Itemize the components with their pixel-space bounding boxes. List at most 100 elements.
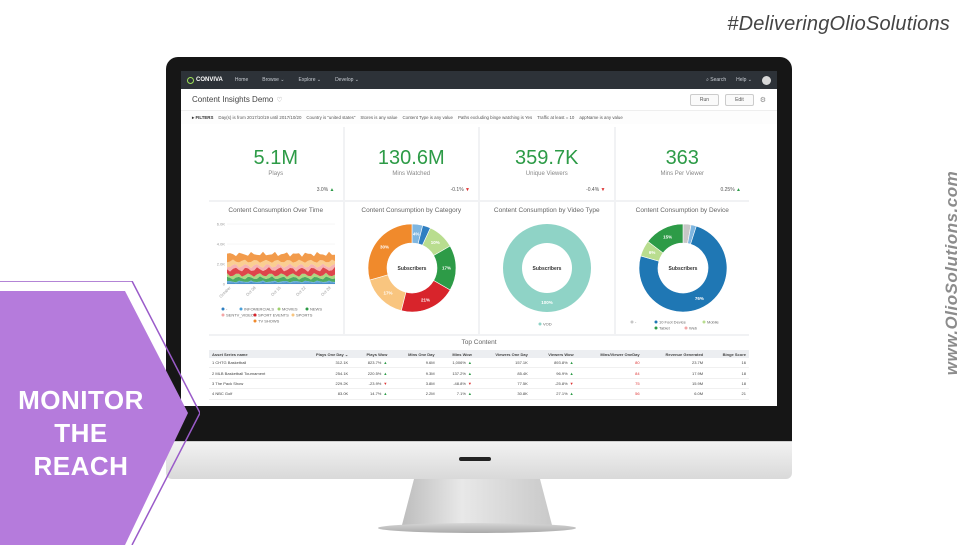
chart-title: Content Consumption Over Time	[228, 207, 324, 214]
filters-label[interactable]: ▸ FILTERS	[192, 114, 214, 120]
table-cell: 254.1K	[295, 367, 352, 379]
table-cell: 75	[576, 378, 643, 390]
trend-up-icon: ▲	[329, 187, 335, 193]
brand-name: CONVIVA	[196, 77, 223, 83]
filter-country[interactable]: Country is "united states"	[306, 115, 356, 120]
favorite-heart-icon[interactable]: ♡	[276, 96, 283, 104]
donut-video-type-svg[interactable]: 100% Subscribers VOD	[480, 218, 614, 332]
slice-label: 15%	[663, 235, 672, 240]
kpi-label: Mins Watched	[392, 171, 431, 177]
legend-swatch	[702, 320, 705, 324]
edit-button[interactable]: Edit	[725, 93, 754, 106]
area-series[interactable]	[227, 263, 335, 272]
filter-bar[interactable]: ▸ FILTERS Day(s) is from 2017/10/19 unti…	[181, 111, 777, 124]
filter-stores[interactable]: Stores is any value	[360, 115, 398, 120]
table-header-row: Asset Series name Plays One Day ⌄ Plays Wo…	[209, 350, 749, 358]
run-button[interactable]: Run	[689, 93, 720, 106]
legend-label: INFOMERCIALS	[244, 307, 274, 312]
trend-up-icon: ▲	[569, 360, 574, 366]
monitor-screen: CONVIVA Home Browse ⌄ Explore ⌄ Develop …	[181, 71, 777, 406]
area-series[interactable]	[227, 259, 335, 269]
legend-swatch	[239, 307, 243, 311]
trend-up-icon: ▲	[383, 360, 388, 366]
kpi-mins-per-viewer: 363 Mins Per Viewer 0.25% ▲	[615, 127, 749, 200]
column-header[interactable]: Plays Wow	[351, 350, 391, 358]
kpi-delta: 0.25% ▲	[720, 187, 741, 193]
filter-content-type[interactable]: Content Type is any value	[402, 115, 453, 120]
table-row[interactable]: 2 MLB Basketball Tournament 254.1K 220.5% ▲…	[209, 367, 749, 379]
area-series[interactable]	[227, 280, 335, 284]
purple-banner-outline	[0, 281, 200, 545]
top-content-title: Top Content	[461, 339, 497, 346]
kpi-plays: 5.1M Plays 3.0% ▲	[209, 127, 343, 200]
dashboard-titlebar: Content Insights Demo ♡ Run Edit ⚙	[181, 89, 777, 111]
search-link[interactable]: ⌕ Search	[706, 77, 726, 83]
kpi-value: 5.1M	[253, 147, 298, 169]
column-header[interactable]: Mins One Day	[390, 350, 438, 358]
slice-label: 21%	[420, 297, 429, 302]
slice-label: 17%	[383, 290, 392, 295]
brand-logo[interactable]: CONVIVA	[187, 76, 223, 84]
user-avatar[interactable]	[762, 75, 771, 85]
slice-label: 76%	[694, 296, 703, 301]
x-tick-label: Oct 29	[320, 285, 332, 297]
monitor-chin	[166, 441, 792, 479]
kpi-delta: 3.0% ▲	[317, 187, 335, 193]
area-series[interactable]	[227, 251, 335, 263]
column-header[interactable]: Viewers Wow	[530, 350, 577, 358]
legend-label: VOD	[543, 322, 552, 327]
settings-gear-icon[interactable]: ⚙	[759, 96, 766, 104]
area-series[interactable]	[227, 281, 335, 284]
table-row[interactable]: 3 The Pack Show 229.2K -23.9% ▼ 3.8M -48.8% ▼ 7…	[209, 378, 749, 390]
table-cell: -48.8% ▼	[437, 378, 475, 390]
donut-slice[interactable]	[646, 223, 683, 254]
kpi-delta-value: -0.1%	[450, 187, 464, 193]
table-row[interactable]: 4 NBC Golf 83.0K 14.7% ▲ 2.2M 7.1% ▲ 30.8K 27.1%…	[209, 388, 749, 400]
filter-traffic[interactable]: Traffic at least = 10	[537, 115, 575, 120]
donut-center-label: Subscribers	[397, 266, 426, 272]
x-tick-label: Oct 08	[245, 285, 257, 297]
column-header[interactable]: Mins Wow	[437, 350, 475, 358]
donut-center-label: Subscribers	[533, 266, 562, 272]
table-cell: 80	[576, 358, 643, 369]
y-tick-label: 6.0K	[217, 222, 226, 227]
table-row[interactable]: 1 CHTG Basketball 312.1K 823.7% ▲ 9.6M 1,006%…	[209, 358, 749, 369]
kpi-label: Unique Viewers	[525, 171, 568, 177]
donut-slice[interactable]	[367, 223, 412, 281]
column-header[interactable]: Plays One Day ⌄	[295, 350, 352, 358]
table-cell: 56	[576, 388, 643, 400]
chart-row: Content Consumption Over Time 6.0K 4.0K 2.…	[209, 202, 749, 334]
nav-develop[interactable]: Develop ⌄	[335, 77, 359, 83]
filter-date[interactable]: Day(s) is from 2017/10/19 until 2017/10/…	[218, 115, 302, 120]
donut-category-svg[interactable]: 4% 10% 17% 21% 17% 30% Subscribers	[345, 218, 479, 332]
table-cell: 4 NBC Golf	[209, 388, 296, 400]
nav-right-group: ⌕ Search Help ⌄	[706, 75, 771, 85]
column-header[interactable]: Revenue Generated	[642, 350, 707, 358]
donut-slice[interactable]	[638, 225, 727, 313]
donut-device-svg[interactable]: 76% 6% 15% Subscribers - 10 Foot Device Mobile…	[616, 218, 750, 332]
column-header[interactable]: Viewers One Day	[474, 350, 531, 358]
nav-explore[interactable]: Explore ⌄	[298, 77, 322, 83]
trend-up-icon: ▲	[467, 370, 472, 376]
area-series[interactable]	[227, 276, 335, 283]
nav-home[interactable]: Home	[234, 77, 249, 83]
website-url-text: www.OlioSolutions.com	[942, 170, 961, 375]
chart-over-time: Content Consumption Over Time 6.0K 4.0K 2.…	[209, 202, 343, 334]
column-header[interactable]: Binge Score	[706, 350, 749, 358]
filter-paths[interactable]: Paths excluding binge watching is Yes	[457, 115, 533, 120]
heading-line-2: THE REACH	[33, 418, 129, 481]
legend-label: TV SHOWS	[258, 319, 280, 324]
nav-browse[interactable]: Browse ⌄	[262, 77, 285, 83]
column-header[interactable]: Asset Series name	[209, 350, 296, 358]
donut-slice[interactable]	[503, 224, 591, 312]
help-menu[interactable]: Help ⌄	[736, 77, 752, 83]
trend-down-icon: ▼	[600, 187, 606, 193]
table-cell: 16	[706, 358, 749, 369]
area-series[interactable]	[227, 266, 335, 277]
table-cell: 15.9M	[642, 378, 707, 390]
conviva-logo-icon	[187, 76, 194, 84]
filter-appname[interactable]: appName is any value	[579, 115, 623, 120]
column-header[interactable]: Mins/Viewer OneDay	[576, 350, 643, 358]
area-series[interactable]	[227, 272, 335, 280]
